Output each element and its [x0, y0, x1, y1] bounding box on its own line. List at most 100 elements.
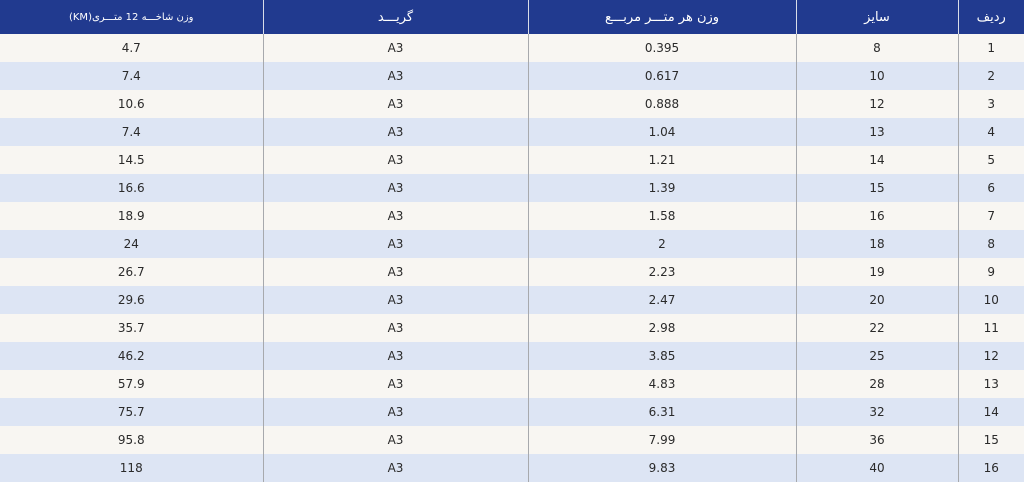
cell-weight-12m: 95.8	[117, 433, 145, 447]
table-row: 3 12 0.888 A3 10.6	[0, 90, 1024, 118]
cell-row-number: 16	[957, 454, 1024, 482]
table-row: 10 20 2.47 A3 29.6	[0, 286, 1024, 314]
cell-weight-per-meter: 1.58	[527, 202, 796, 230]
cell-weight-per-meter: 6.31	[527, 398, 796, 426]
table-row: 13 28 4.83 A3 57.9	[0, 370, 1024, 398]
cell-grade: A3	[262, 62, 528, 90]
header-weight-12m: وزن شاخـــه 12 متـــری(KM)	[68, 11, 194, 23]
header-grade: گریـــد	[262, 0, 528, 34]
cell-row-number: 9	[957, 258, 1024, 286]
cell-weight-per-meter: 1.39	[527, 174, 796, 202]
cell-size: 19	[795, 258, 958, 286]
cell-weight-12m: 118	[119, 461, 143, 475]
cell-row-number: 2	[957, 62, 1024, 90]
cell-weight-per-meter: 1.04	[527, 118, 796, 146]
table-row: 12 25 3.85 A3 46.2	[0, 342, 1024, 370]
cell-size: 40	[795, 454, 958, 482]
cell-size: 22	[795, 314, 958, 342]
cell-weight-12m: 7.4	[121, 125, 141, 139]
cell-weight-12m: 4.7	[121, 41, 141, 55]
cell-size: 32	[795, 398, 958, 426]
cell-row-number: 8	[957, 230, 1024, 258]
cell-grade: A3	[262, 286, 528, 314]
cell-weight-12m: 7.4	[121, 69, 141, 83]
cell-grade: A3	[262, 342, 528, 370]
table-row: 1 8 0.395 A3 4.7	[0, 34, 1024, 62]
cell-grade: A3	[262, 230, 528, 258]
cell-weight-per-meter: 2.47	[527, 286, 796, 314]
cell-grade: A3	[262, 146, 528, 174]
header-row: ردیف سایز وزن هر متـــر مربـــع گریـــد …	[0, 0, 1024, 34]
table-header: ردیف سایز وزن هر متـــر مربـــع گریـــد …	[0, 0, 1024, 34]
cell-size: 18	[795, 230, 958, 258]
cell-row-number: 3	[957, 90, 1024, 118]
table-row: 4 13 1.04 A3 7.4	[0, 118, 1024, 146]
cell-weight-per-meter: 2.23	[527, 258, 796, 286]
cell-weight-per-meter: 2	[527, 230, 796, 258]
cell-grade: A3	[262, 174, 528, 202]
cell-row-number: 12	[957, 342, 1024, 370]
cell-weight-per-meter: 0.888	[527, 90, 796, 118]
table-body: 1 8 0.395 A3 4.7 2 10 0.617 A3 7.4 3 12 …	[0, 34, 1024, 482]
cell-row-number: 14	[957, 398, 1024, 426]
cell-grade: A3	[262, 454, 528, 482]
cell-size: 14	[795, 146, 958, 174]
cell-weight-12m: 46.2	[117, 349, 145, 363]
cell-weight-12m: 26.7	[117, 265, 145, 279]
cell-weight-per-meter: 7.99	[527, 426, 796, 454]
cell-row-number: 6	[957, 174, 1024, 202]
cell-size: 36	[795, 426, 958, 454]
cell-row-number: 13	[957, 370, 1024, 398]
cell-grade: A3	[262, 90, 528, 118]
cell-row-number: 10	[957, 286, 1024, 314]
cell-weight-per-meter: 0.617	[527, 62, 796, 90]
table-row: 6 15 1.39 A3 16.6	[0, 174, 1024, 202]
cell-weight-12m: 35.7	[117, 321, 145, 335]
cell-row-number: 7	[957, 202, 1024, 230]
cell-weight-12m: 14.5	[117, 153, 145, 167]
cell-grade: A3	[262, 118, 528, 146]
cell-size: 15	[795, 174, 958, 202]
cell-size: 8	[795, 34, 958, 62]
cell-weight-12m: 24	[123, 237, 139, 251]
table-row: 14 32 6.31 A3 75.7	[0, 398, 1024, 426]
table-row: 5 14 1.21 A3 14.5	[0, 146, 1024, 174]
cell-size: 25	[795, 342, 958, 370]
cell-size: 12	[795, 90, 958, 118]
cell-weight-per-meter: 9.83	[527, 454, 796, 482]
table-row: 15 36 7.99 A3 95.8	[0, 426, 1024, 454]
cell-grade: A3	[262, 258, 528, 286]
table-row: 16 40 9.83 A3 118	[0, 454, 1024, 482]
cell-row-number: 5	[957, 146, 1024, 174]
cell-row-number: 4	[957, 118, 1024, 146]
cell-grade: A3	[262, 398, 528, 426]
table-row: 8 18 2 A3 24	[0, 230, 1024, 258]
cell-weight-12m: 29.6	[117, 293, 145, 307]
cell-weight-per-meter: 1.21	[527, 146, 796, 174]
cell-size: 28	[795, 370, 958, 398]
table-row: 7 16 1.58 A3 18.9	[0, 202, 1024, 230]
cell-size: 10	[795, 62, 958, 90]
cell-grade: A3	[262, 202, 528, 230]
cell-weight-12m: 57.9	[117, 377, 145, 391]
cell-grade: A3	[262, 34, 528, 62]
cell-weight-12m: 16.6	[117, 181, 145, 195]
header-row-number: ردیف	[957, 0, 1024, 34]
cell-weight-12m: 10.6	[117, 97, 145, 111]
cell-weight-per-meter: 2.98	[527, 314, 796, 342]
cell-row-number: 15	[957, 426, 1024, 454]
cell-weight-12m: 18.9	[117, 209, 145, 223]
cell-weight-per-meter: 3.85	[527, 342, 796, 370]
cell-grade: A3	[262, 314, 528, 342]
cell-size: 13	[795, 118, 958, 146]
cell-weight-per-meter: 4.83	[527, 370, 796, 398]
cell-row-number: 1	[957, 34, 1024, 62]
cell-weight-per-meter: 0.395	[527, 34, 796, 62]
cell-size: 16	[795, 202, 958, 230]
cell-weight-12m: 75.7	[117, 405, 145, 419]
cell-grade: A3	[262, 426, 528, 454]
cell-size: 20	[795, 286, 958, 314]
table-row: 9 19 2.23 A3 26.7	[0, 258, 1024, 286]
